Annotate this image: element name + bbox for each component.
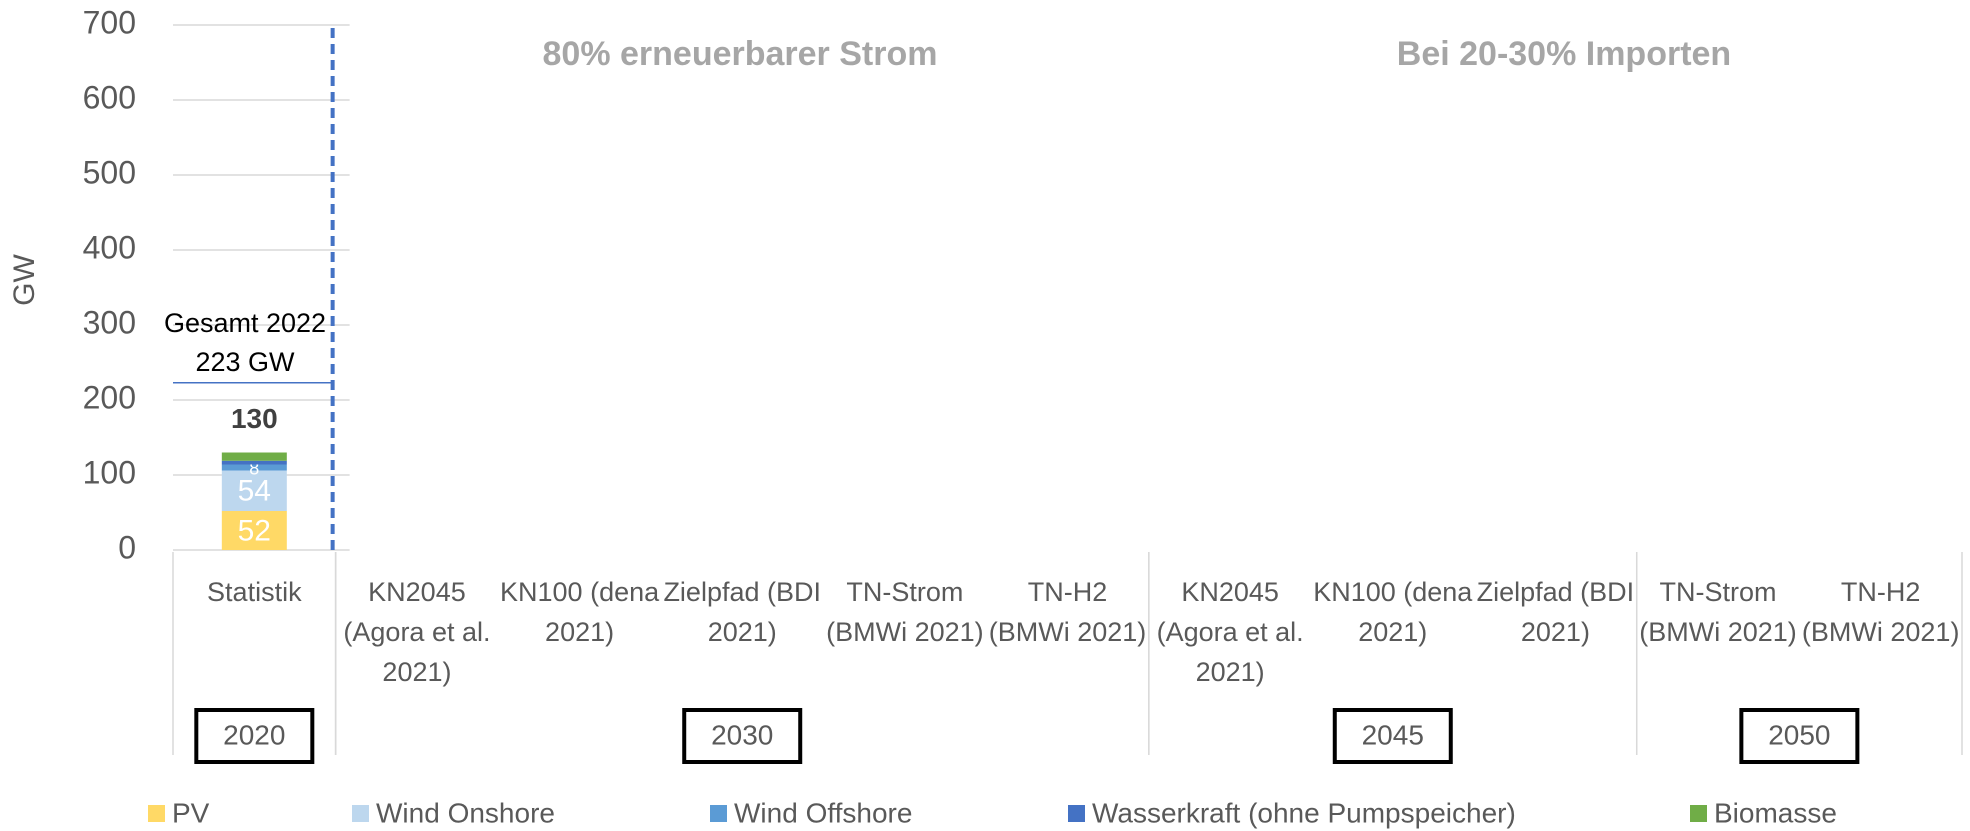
x-tick-label: TN-H2 (BMWi 2021) bbox=[988, 577, 1147, 647]
bar-segment bbox=[221, 460, 287, 465]
y-tick-label: 100 bbox=[83, 454, 136, 490]
x-tick-label: Statistik bbox=[207, 577, 302, 607]
group-box bbox=[682, 708, 803, 764]
panel-title: Bei 20-30% Importen bbox=[1397, 35, 1731, 73]
y-tick-label: 200 bbox=[83, 379, 136, 415]
group-label: 2020 bbox=[223, 719, 285, 750]
y-tick-label: 600 bbox=[83, 79, 136, 115]
x-tick-label: KN100 (dena 2021) bbox=[1313, 577, 1473, 647]
y-tick-label: 700 bbox=[83, 4, 136, 40]
legend-label: Wind Onshore bbox=[376, 797, 555, 828]
legend-label: Wind Offshore bbox=[734, 797, 912, 828]
legend-swatch bbox=[1690, 805, 1707, 822]
y-tick-label: 400 bbox=[83, 229, 136, 265]
group-box bbox=[1332, 708, 1453, 764]
data-label: 52 bbox=[238, 514, 271, 547]
annotation-text: 223 GW bbox=[195, 347, 295, 377]
annotation-text: Gesamt 2022 bbox=[164, 308, 326, 338]
legend-label: Wasserkraft (ohne Pumpspeicher) bbox=[1092, 797, 1516, 828]
x-tick-label: Zielpfad (BDI 2021) bbox=[1476, 577, 1635, 647]
bar-segment bbox=[221, 511, 287, 550]
group-label: 2045 bbox=[1362, 719, 1424, 750]
legend-label: Biomasse bbox=[1714, 797, 1837, 828]
group-label: 2050 bbox=[1768, 719, 1830, 750]
group-label: 2030 bbox=[711, 719, 773, 750]
y-tick-label: 500 bbox=[83, 154, 136, 190]
legend-label: PV bbox=[172, 797, 210, 828]
x-tick-label: TN-H2 (BMWi 2021) bbox=[1801, 577, 1960, 647]
bar-segment bbox=[221, 464, 287, 471]
x-tick-label: KN2045 (Agora et al. 2021) bbox=[1156, 577, 1304, 687]
panel-title: 80% erneuerbarer Strom bbox=[543, 35, 938, 73]
total-label: 130 bbox=[231, 403, 278, 434]
y-axis-label: GW bbox=[8, 253, 41, 305]
x-tick-label: KN100 (dena 2021) bbox=[500, 577, 660, 647]
x-tick-label: KN2045 (Agora et al. 2021) bbox=[343, 577, 491, 687]
x-tick-label: TN-Strom (BMWi 2021) bbox=[1639, 577, 1797, 647]
x-tick-label: Zielpfad (BDI 2021) bbox=[663, 577, 821, 647]
legend-swatch bbox=[352, 805, 369, 822]
bar-segment bbox=[221, 452, 287, 461]
bar-segment bbox=[221, 470, 287, 511]
legend-swatch bbox=[710, 805, 727, 822]
x-tick-label: TN-Strom (BMWi 2021) bbox=[826, 577, 984, 647]
legend-swatch bbox=[1068, 805, 1085, 822]
group-box bbox=[1739, 708, 1860, 764]
y-tick-label: 0 bbox=[118, 529, 136, 565]
group-box bbox=[194, 708, 315, 764]
data-label: 54 bbox=[238, 475, 271, 508]
legend-swatch bbox=[148, 805, 165, 822]
y-tick-label: 300 bbox=[83, 304, 136, 340]
data-label: 8 bbox=[249, 458, 259, 478]
